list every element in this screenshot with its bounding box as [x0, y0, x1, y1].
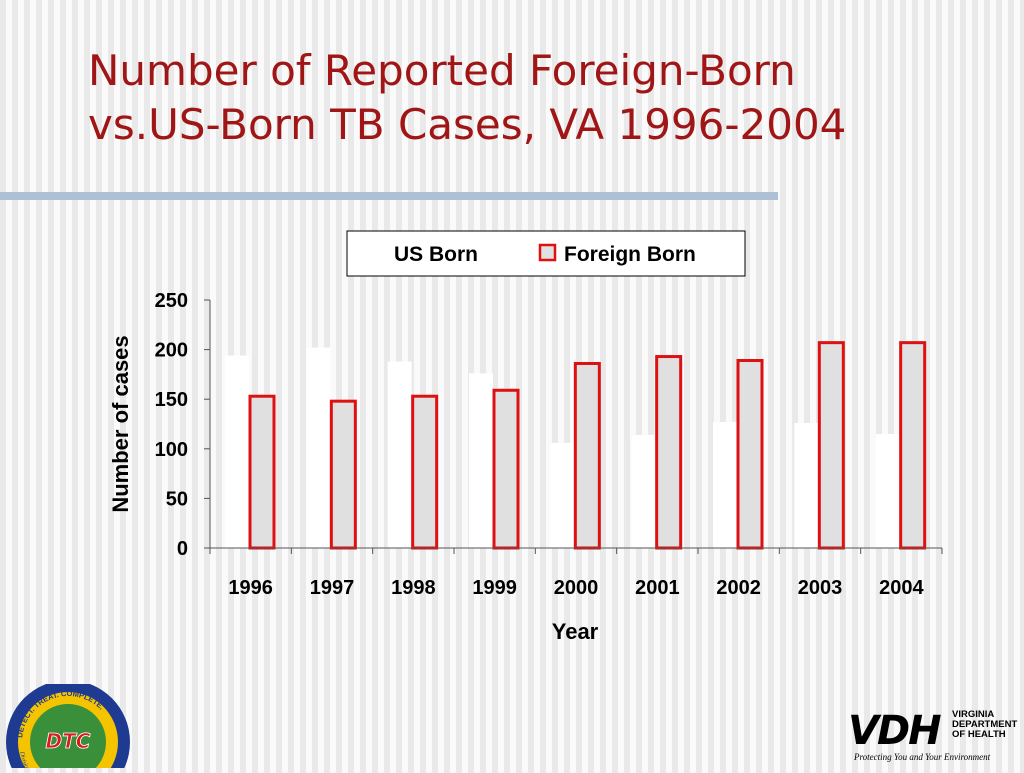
x-tick-label-2004: 2004: [879, 577, 924, 599]
x-tick-label-2002: 2002: [716, 577, 761, 599]
vdh-logo-name: VIRGINIA DEPARTMENT OF HEALTH: [952, 710, 1022, 740]
foreign-born-bar-2003: [819, 343, 843, 548]
us-born-bar-1998: [388, 362, 412, 548]
legend-label-us-born: US Born: [394, 243, 478, 266]
x-tick-label-1997: 1997: [310, 577, 355, 599]
x-tick-label-2001: 2001: [635, 577, 680, 599]
x-tick-label-1996: 1996: [228, 577, 273, 599]
us-born-bar-1999: [469, 373, 493, 548]
y-tick-label-250: 250: [155, 290, 188, 312]
dtc-logo: DETECT. TREAT. COMPLETE. Division of Tub…: [0, 684, 134, 768]
vdh-logo-name-line-3: OF HEALTH: [952, 730, 1022, 740]
dtc-logo-mark: DTC: [46, 729, 91, 753]
us-born-bar-2004: [876, 434, 900, 548]
vdh-logo-mark: VDH: [848, 708, 940, 754]
x-tick-label-1999: 1999: [472, 577, 517, 599]
legend-label-foreign-born: Foreign Born: [564, 243, 696, 266]
vdh-logo-tagline: Protecting You and Your Environment: [854, 752, 990, 762]
foreign-born-bar-1998: [413, 396, 437, 548]
legend-swatch-foreign-born: [540, 245, 555, 260]
y-tick-label-50: 50: [166, 488, 188, 510]
us-born-bar-2001: [632, 435, 656, 548]
foreign-born-bar-2004: [901, 343, 925, 548]
y-tick-label-0: 0: [177, 538, 188, 560]
y-axis-title: Number of cases: [108, 335, 133, 512]
us-born-bar-1997: [306, 348, 330, 548]
foreign-born-bar-1996: [250, 396, 274, 548]
x-tick-label-1998: 1998: [391, 577, 436, 599]
foreign-born-bar-2001: [657, 357, 681, 548]
us-born-bar-1996: [225, 356, 249, 548]
y-tick-label-200: 200: [155, 340, 188, 362]
us-born-bar-2003: [794, 423, 818, 548]
foreign-born-bar-2000: [575, 363, 599, 548]
us-born-bar-2002: [713, 422, 737, 548]
legend-swatch-us-born: [370, 244, 386, 260]
vdh-logo: VDH VIRGINIA DEPARTMENT OF HEALTH Protec…: [848, 706, 1018, 762]
foreign-born-bar-1999: [494, 390, 518, 548]
y-tick-label-150: 150: [155, 389, 188, 411]
x-axis-title: Year: [552, 619, 599, 644]
x-tick-label-2000: 2000: [554, 577, 599, 599]
us-born-bar-2000: [550, 443, 574, 548]
foreign-born-bar-2002: [738, 361, 762, 548]
x-tick-label-2003: 2003: [798, 577, 843, 599]
foreign-born-bar-1997: [331, 401, 355, 548]
y-tick-label-100: 100: [155, 439, 188, 461]
